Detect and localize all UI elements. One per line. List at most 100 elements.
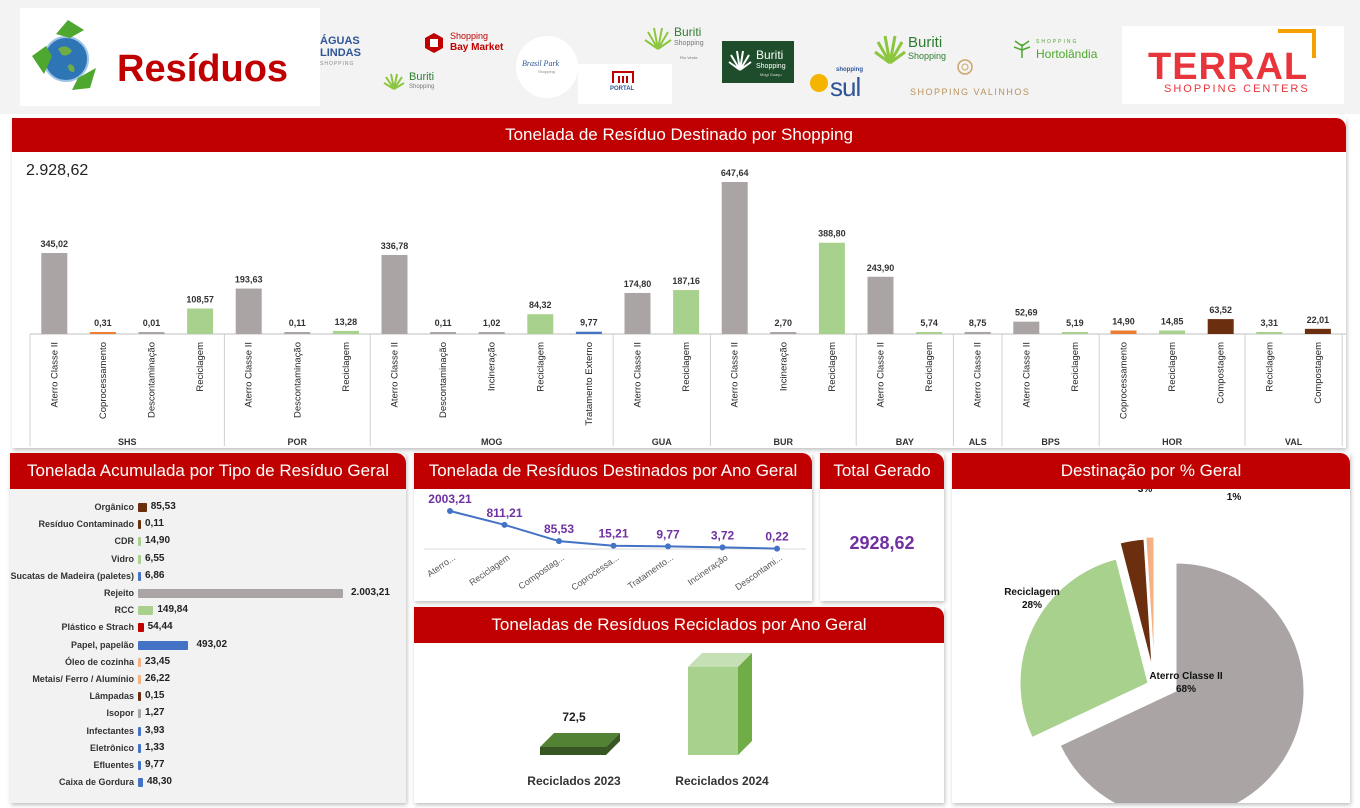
sul-logo-text: shopping [836, 67, 863, 73]
bar-value-label: 108,57 [186, 295, 214, 305]
line-value-label: 9,77 [656, 527, 680, 541]
buriti-mogi-logo: Buriti Shopping Mogi Guaçu [722, 41, 794, 83]
bar [624, 292, 651, 334]
type-value-label: 6,86 [145, 569, 165, 581]
type-label: Isopor [106, 708, 134, 719]
category-tick-label: Aterro Classe II [49, 342, 60, 407]
bar-value-label: 52,69 [1015, 308, 1038, 318]
bar [575, 331, 602, 334]
type-value-label: 0,11 [145, 518, 164, 530]
group-label: HOR [1162, 437, 1183, 447]
bar-value-label: 336,78 [381, 241, 409, 251]
pie-label: Coprocessamento [1190, 489, 1277, 490]
category-tick-label: Aterro Classe II [1021, 342, 1032, 407]
buriti-logo-text: Shopping [908, 51, 947, 61]
year-line-chart: 2003,21 Aterro... 811,21 Reciclagem 85,53 Com… [424, 492, 806, 592]
destination-pie-chart: Aterro Classe II68%Reciclagem28%Composta… [1004, 489, 1305, 803]
recycled-value-label: 72,5 [562, 710, 586, 724]
recycled-bar-chart: 72,5 Reciclados 2023 911,96 Reciclados 2024 [527, 643, 769, 788]
category-tick-label: Compostagem [1313, 342, 1324, 404]
tree-icon [1013, 40, 1031, 58]
buriti-logo-text: Shopping [756, 63, 786, 70]
bar [41, 253, 68, 334]
recycled-bar-top [540, 733, 620, 747]
category-tick-label: Coprocessamento [98, 342, 109, 419]
bar-value-label: 0,31 [94, 318, 112, 328]
bar [332, 330, 359, 334]
type-label: Orgânico [94, 502, 134, 512]
page-title: Resíduos [117, 48, 289, 90]
group-label: BPS [1041, 437, 1060, 447]
total-corner-value: 2.928,62 [26, 162, 89, 179]
bar-value-label: 0,11 [289, 318, 306, 328]
bar-value-label: 84,32 [529, 300, 552, 310]
bar [1110, 330, 1137, 334]
line-point [610, 542, 617, 549]
type-bar [138, 657, 141, 667]
bay-market-logo-text: Bay Market [450, 42, 504, 53]
category-tick-label: Reciclagem [827, 342, 838, 392]
type-label: Sucatas de Madeira (paletes) [10, 570, 134, 581]
type-label: RCC [114, 605, 135, 616]
bay-market-icon [425, 33, 443, 53]
type-bar [138, 726, 141, 736]
panel-header: Toneladas de Resíduos Reciclados por Ano… [414, 607, 944, 643]
pie-percent-label: 3% [1138, 489, 1153, 495]
recycled-bar-side [738, 653, 752, 755]
bar [89, 332, 116, 334]
bar [916, 332, 943, 334]
panel-header: Tonelada Acumulada por Tipo de Resíduo G… [10, 453, 406, 489]
bar-value-label: 647,64 [721, 168, 749, 178]
category-tick-label: Aterro Classe II [730, 342, 741, 407]
recycle-globe-icon [32, 20, 96, 90]
buriti-logo-text: Shopping [674, 40, 704, 47]
pie-slice [1019, 558, 1149, 739]
bar-value-label: 345,02 [41, 239, 69, 249]
hortolandia-logo: SHOPPING Hortolândia [1012, 36, 1097, 66]
group-label: MOG [481, 437, 503, 447]
valinhos-logo-text: SHOPPING VALINHOS [910, 87, 1031, 97]
bar-value-label: 22,01 [1307, 315, 1330, 325]
bar [1256, 332, 1283, 334]
buriti-rio-verde-logo: Buriti Shopping Rio Verde [644, 24, 714, 64]
buriti-logo-text: Buriti [409, 71, 435, 83]
category-tick-label: Aterro Classe II [876, 342, 887, 407]
type-value-label: 0,15 [145, 690, 165, 702]
type-bar [138, 709, 141, 719]
bar-value-label: 174,80 [624, 279, 652, 289]
type-value-label: 23,45 [145, 655, 171, 667]
category-tick-label: Incineração [778, 342, 789, 391]
type-value-label: 149,84 [157, 604, 188, 616]
group-label: VAL [1285, 437, 1303, 447]
type-label: Eletrônico [89, 742, 134, 753]
type-value-label: 6,55 [145, 552, 165, 564]
category-tick-label: Descontaminação [292, 342, 303, 418]
type-bar [138, 520, 141, 530]
brand-block [20, 8, 320, 106]
recycled-bar-side [606, 733, 620, 755]
line-value-label: 15,21 [598, 527, 628, 541]
recycled-bar-front [688, 667, 738, 755]
bar [673, 290, 700, 334]
type-value-label: 1,27 [145, 707, 165, 719]
bar-value-label: 13,28 [335, 317, 358, 327]
buriti-logo: Buriti Shopping [383, 68, 443, 102]
palm-icon [874, 35, 906, 64]
panel-header: Destinação por % Geral [952, 453, 1350, 489]
bar [721, 182, 748, 334]
line-tick-label: Reciclagem [467, 552, 511, 587]
line-point [774, 545, 780, 552]
category-tick-label: Compostagem [1216, 342, 1227, 404]
bar-value-label: 193,63 [235, 275, 263, 285]
pie-percent-label: 1% [1227, 492, 1242, 503]
line-point [501, 521, 508, 528]
category-tick-label: Descontaminação [438, 342, 449, 418]
portal-logo: PORTAL [578, 64, 672, 104]
recycled-bar-front [540, 747, 606, 755]
bar-value-label: 2,70 [775, 318, 793, 328]
type-bar [138, 589, 343, 598]
bar-value-label: 187,16 [672, 276, 700, 286]
pie-slice [1119, 538, 1153, 668]
pie-percent-label: 68% [1176, 684, 1196, 695]
